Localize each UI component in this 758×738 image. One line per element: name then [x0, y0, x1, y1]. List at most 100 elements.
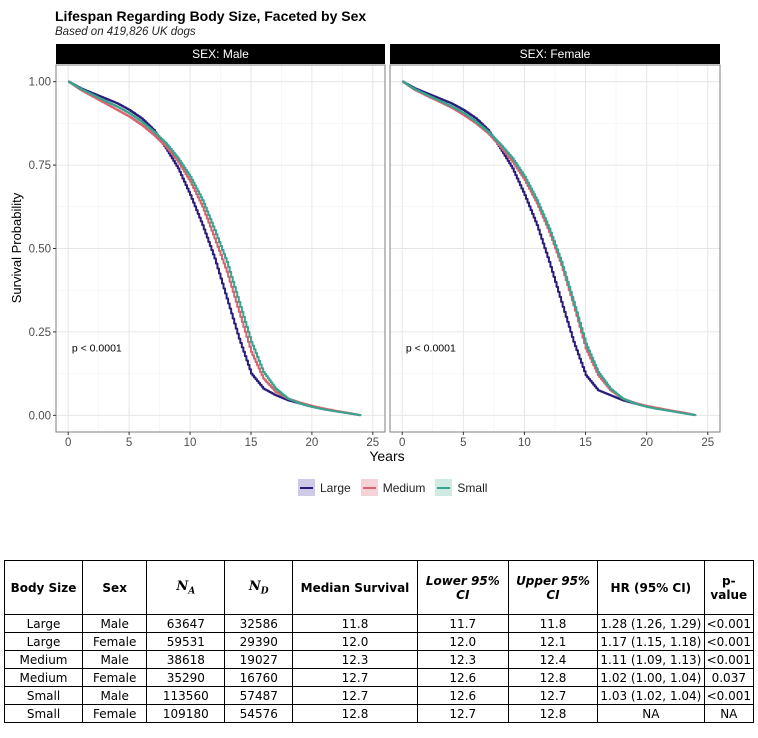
table-row: Large Male 63647 32586 11.8 11.7 11.8 1.28 (1.2…: [4, 614, 755, 633]
legend: Large Medium Small: [298, 479, 487, 496]
table-cell: 113560: [146, 686, 226, 705]
y-tick-label: 0.25: [29, 327, 51, 339]
table-cell: 59531: [146, 632, 226, 651]
p-value-annotation: p < 0.0001: [72, 343, 122, 355]
table-cell: 16760: [224, 668, 294, 687]
curve-small: [68, 80, 362, 417]
x-tick-label: 15: [579, 437, 592, 449]
x-tick-label: 0: [65, 437, 71, 449]
chart-subtitle: Based on 419,826 UK dogs: [55, 26, 196, 38]
summary-table: Body Size Sex NA ND Median Survival Lowe…: [4, 560, 755, 723]
table-cell: 12.3: [292, 650, 418, 669]
table-cell: 57487: [224, 686, 294, 705]
table-cell: 12.3: [416, 650, 509, 669]
chart-title: Lifespan Regarding Body Size, Faceted by…: [55, 8, 367, 24]
x-tick-label: 10: [184, 437, 197, 449]
table-cell: NA: [597, 704, 705, 723]
table-cell: 35290: [146, 668, 226, 687]
x-tick-label: 25: [701, 437, 714, 449]
table-cell: Male: [81, 614, 148, 633]
legend-key-large: [298, 479, 315, 496]
table-cell: <0.001: [703, 632, 755, 651]
table-cell: Female: [81, 632, 148, 651]
facet-strip-label: SEX: Male: [192, 47, 249, 61]
table-cell: 1.17 (1.15, 1.18): [597, 632, 705, 651]
col-header-body-size: Body Size: [4, 560, 83, 615]
facet-female: SEX: Female 0 5 10 15 20 25 p < 0.0001: [389, 44, 721, 449]
legend-label: Small: [457, 480, 488, 495]
curve-small: [402, 80, 697, 417]
x-tick-label: 5: [126, 437, 132, 449]
table-cell: <0.001: [703, 650, 755, 669]
col-header-lower-ci: Lower 95% CI: [416, 560, 509, 615]
legend-key-small: [435, 479, 453, 496]
facet-strip: [390, 44, 720, 64]
col-header-n-d: ND: [224, 560, 294, 615]
p-value-annotation: p < 0.0001: [406, 343, 456, 355]
col-header-upper-ci: Upper 95% CI: [507, 560, 599, 615]
table-cell: 1.11 (1.09, 1.13): [597, 650, 705, 669]
table-cell: 0.037: [703, 668, 755, 687]
table-cell: 1.03 (1.02, 1.04): [597, 686, 705, 705]
col-header-median-survival: Median Survival: [292, 560, 418, 615]
table-cell: 38618: [146, 650, 226, 669]
col-header-n-a: NA: [146, 560, 226, 615]
col-header-p-value: p-value: [703, 560, 755, 615]
table-cell: 12.8: [507, 668, 599, 687]
table-cell: 109180: [146, 704, 226, 723]
x-tick-label: 10: [518, 437, 531, 449]
table-cell: 19027: [224, 650, 294, 669]
x-tick-label: 0: [399, 437, 405, 449]
table-cell: 12.6: [416, 668, 509, 687]
col-header-hr: HR (95% CI): [597, 560, 705, 615]
table-cell: Male: [81, 686, 148, 705]
table-cell: 63647: [146, 614, 226, 633]
survival-plot: Survival Probability Years SEX: Male 0 5 10…: [9, 44, 721, 464]
facet-strip: [56, 44, 385, 64]
table-cell: 12.7: [292, 668, 418, 687]
table-row: Small Female 109180 54576 12.8 12.7 12.8 NA NA: [4, 704, 755, 723]
table-cell: Medium: [4, 650, 83, 669]
y-tick-label: 0.50: [29, 244, 51, 256]
y-tick-label: 0.75: [29, 160, 51, 172]
x-tick-label: 15: [245, 437, 258, 449]
x-tick-label: 25: [366, 437, 379, 449]
table-cell: Small: [4, 704, 83, 723]
x-tick-label: 20: [305, 437, 318, 449]
y-tick-label: 1.00: [29, 77, 51, 89]
legend-label: Medium: [382, 480, 426, 495]
table-cell: 1.28 (1.26, 1.29): [597, 614, 705, 633]
x-tick-label: 20: [640, 437, 653, 449]
table-cell: Male: [81, 650, 148, 669]
table-cell: Small: [4, 686, 83, 705]
table-row: Small Male 113560 57487 12.7 12.6 12.7 1.03 (1.…: [4, 686, 755, 705]
table-cell: 29390: [224, 632, 294, 651]
table-cell: Large: [4, 632, 83, 651]
facet-male: SEX: Male 0 5 10 15 20 25 0.00 0.25 0.50 0.75 1.00 p…: [29, 44, 386, 449]
table-cell: Female: [81, 704, 148, 723]
legend-key-medium: [360, 479, 378, 496]
table-cell: NA: [703, 704, 755, 723]
legend-item-medium: Medium: [360, 479, 426, 496]
legend-item-small: Small: [435, 479, 487, 496]
legend-label: Large: [320, 480, 351, 495]
y-tick-label: 0.00: [29, 410, 51, 422]
y-axis-label: Survival Probability: [9, 192, 24, 303]
table-cell: <0.001: [703, 686, 755, 705]
table-cell: 12.0: [292, 632, 418, 651]
table-cell: 12.7: [507, 686, 599, 705]
table-cell: Large: [4, 614, 83, 633]
table-cell: 12.1: [507, 632, 599, 651]
table-cell: 12.4: [507, 650, 599, 669]
table-row: Large Female 59531 29390 12.0 12.0 12.1 1.17 (1…: [4, 632, 755, 651]
table-cell: 12.8: [292, 704, 418, 723]
table-cell: 12.7: [416, 704, 509, 723]
table-cell: 11.8: [507, 614, 599, 633]
table-cell: 12.6: [416, 686, 509, 705]
table-cell: Female: [81, 668, 148, 687]
x-axis-label: Years: [369, 448, 404, 464]
table-cell: 1.02 (1.00, 1.04): [597, 668, 705, 687]
legend-item-large: Large: [298, 479, 351, 496]
table-row: Medium Female 35290 16760 12.7 12.6 12.8 1.02 (…: [4, 668, 755, 687]
table-cell: 11.8: [292, 614, 418, 633]
